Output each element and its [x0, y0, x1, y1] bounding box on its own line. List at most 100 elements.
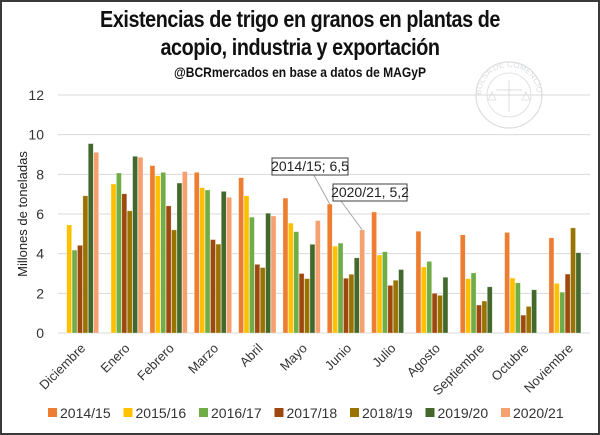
bar-2019-20-noviembre: [575, 252, 582, 334]
bar-2019-20-febrero: [176, 182, 183, 334]
bar-2017-18-febrero: [165, 205, 172, 334]
bar-2017-18-octubre: [520, 314, 527, 334]
y-tick-label: 0: [36, 325, 44, 341]
x-tick-label: Agosto: [404, 341, 443, 380]
bar-2015-16-diciembre: [66, 224, 72, 334]
bar-2017-18-marzo: [210, 239, 216, 334]
bar-2016-17-abril: [249, 216, 255, 334]
bar-2016-17-agosto: [426, 261, 433, 334]
legend-label: 2017/18: [287, 405, 338, 421]
bar-2014-15-mayo: [282, 197, 289, 334]
bar-2019-20-junio: [353, 257, 360, 334]
bar-2016-17-octubre: [515, 282, 521, 334]
bar-2017-18-mayo: [298, 273, 305, 334]
y-tick-label: 2: [36, 285, 44, 301]
bar-2019-20-agosto: [442, 276, 449, 334]
bar-2016-17-julio: [382, 251, 388, 334]
annotation-leader-line: [340, 200, 363, 231]
bar-2019-20-julio: [398, 269, 404, 334]
y-tick-label: 8: [36, 166, 44, 182]
annotation-box: [332, 183, 408, 202]
legend-label: 2016/17: [211, 405, 262, 421]
chart-title-line-1: Existencias de trigo en granos en planta…: [100, 6, 500, 32]
bar-2014-15-noviembre: [548, 237, 555, 334]
bar-2017-18-agosto: [431, 293, 438, 334]
y-axis-label: Millones de toneladas: [15, 151, 30, 277]
bar-2015-16-octubre: [509, 277, 516, 334]
bar-2015-16-marzo: [199, 187, 205, 334]
bar-2015-16-enero: [110, 183, 117, 334]
bar-2015-16-febrero: [155, 175, 161, 334]
y-tick-label: 12: [28, 87, 44, 103]
bar-2017-18-diciembre: [77, 245, 83, 334]
x-tick-label: Enero: [97, 341, 132, 376]
bar-2015-16-abril: [243, 195, 250, 334]
bar-2016-17-enero: [116, 172, 122, 334]
bar-2017-18-enero: [121, 193, 128, 334]
bar-2018-19-junio: [348, 273, 355, 334]
legend-label: 2018/19: [362, 405, 413, 421]
bar-2016-17-noviembre: [559, 291, 566, 334]
bar-2018-19-marzo: [215, 243, 222, 334]
bar-2020-21-enero: [137, 156, 144, 334]
x-tick-label: Junio: [322, 341, 355, 374]
bar-2018-19-agosto: [437, 295, 443, 334]
annotation-label: 2014/15; 6,5: [271, 158, 349, 174]
bar-2020-21-marzo: [226, 197, 232, 334]
bar-2015-16-mayo: [288, 222, 294, 334]
bar-2017-18-junio: [343, 277, 349, 334]
bar-2014-15-septiembre: [459, 234, 466, 334]
bar-2020-21-febrero: [182, 171, 188, 334]
y-tick-label: 10: [28, 127, 44, 143]
svg-text:BOLSA DE COMERCIO DE ROSARIO: BOLSA DE COMERCIO DE ROSARIO: [0, 0, 544, 95]
bar-2017-18-abril: [254, 264, 261, 334]
bar-2016-17-mayo: [293, 231, 300, 334]
annotation-box: [271, 157, 349, 176]
bar-2019-20-septiembre: [486, 286, 493, 334]
bar-2015-16-septiembre: [465, 278, 471, 334]
legend-label: 2015/16: [136, 405, 187, 421]
annotation-leader-line: [313, 174, 331, 205]
bar-2018-19-mayo: [304, 278, 310, 334]
bar-2017-18-septiembre: [476, 304, 482, 334]
bar-2017-18-noviembre: [564, 273, 571, 334]
bar-2014-15-abril: [238, 177, 244, 334]
bar-2015-16-julio: [376, 254, 383, 334]
bar-2015-16-noviembre: [554, 283, 560, 334]
legend-swatch-2015-16: [123, 408, 133, 417]
bar-2018-19-noviembre: [570, 227, 576, 334]
legend-label: 2019/20: [438, 405, 489, 421]
bar-2014-15-marzo: [193, 172, 200, 334]
legend-swatch-2020-21: [501, 408, 510, 417]
annotation-label: 2020/21, 5,2: [331, 184, 409, 200]
bar-2016-17-marzo: [204, 189, 211, 334]
legend-swatch-2017-18: [274, 408, 284, 417]
legend-label: 2014/15: [60, 405, 111, 421]
legend-swatch-2016-17: [199, 408, 208, 417]
bar-2019-20-enero: [132, 155, 138, 334]
bar-2019-20-mayo: [309, 244, 316, 334]
x-tick-label: Febrero: [134, 341, 177, 384]
chart-subtitle: @BCRmercados en base a datos de MAGyP: [174, 64, 426, 80]
bar-2018-19-octubre: [525, 306, 532, 334]
bar-2018-19-septiembre: [481, 300, 488, 334]
watermark-text: BOLSA DE COMERCIO DE ROSARIO: [0, 0, 544, 95]
bar-2016-17-septiembre: [470, 272, 477, 334]
bar-2016-17-junio: [337, 242, 344, 334]
bar-2020-21-junio: [359, 229, 365, 334]
bar-2014-15-febrero: [149, 165, 156, 334]
bar-2018-19-abril: [259, 267, 266, 334]
bar-2019-20-marzo: [220, 191, 227, 334]
x-tick-label: Julio: [369, 341, 399, 371]
legend-swatch-2014-15: [48, 408, 57, 417]
x-tick-label: Mayo: [277, 341, 310, 374]
chart-title-line-2: acopio, industria y exportación: [160, 34, 440, 60]
bar-2020-21-mayo: [315, 220, 321, 334]
bar-2020-21-abril: [270, 215, 277, 334]
bar-2019-20-octubre: [531, 289, 537, 334]
x-tick-label: Abril: [237, 340, 266, 369]
y-tick-label: 6: [36, 206, 44, 222]
bar-2020-21-diciembre: [93, 152, 99, 334]
